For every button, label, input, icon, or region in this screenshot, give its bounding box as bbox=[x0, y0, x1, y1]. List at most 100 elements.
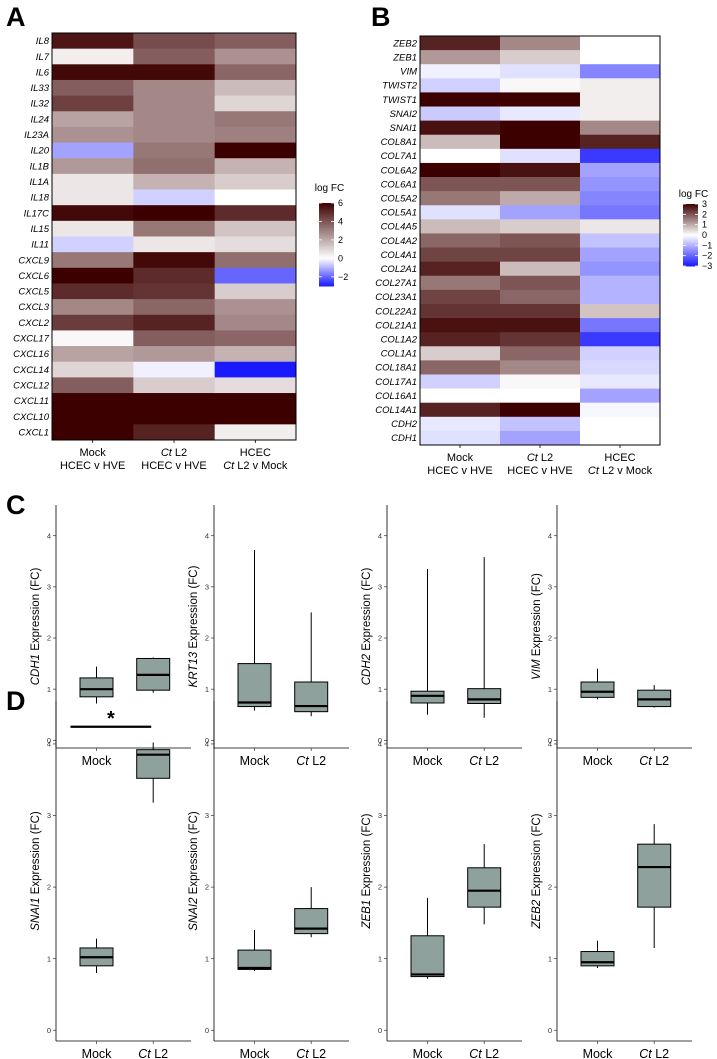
heatmap-cell bbox=[133, 95, 216, 112]
row-label: ZEB1 bbox=[392, 52, 417, 63]
heatmap-cell bbox=[52, 79, 134, 97]
heatmap-cell bbox=[133, 33, 216, 50]
column-label: Ct L2 v Mock bbox=[223, 460, 288, 472]
row-label: IL17C bbox=[24, 208, 49, 219]
heatmap-cell bbox=[500, 247, 581, 263]
row-label: CDH1 bbox=[391, 433, 417, 444]
y-tick-label: 3 bbox=[548, 811, 552, 820]
heatmap-cell bbox=[580, 388, 661, 404]
box bbox=[237, 663, 272, 708]
heatmap-cell bbox=[420, 416, 501, 432]
legend-gradient-step bbox=[683, 239, 698, 241]
legend-gradient-step bbox=[683, 224, 698, 227]
legend-gradient-step bbox=[683, 247, 698, 249]
heatmap-cell bbox=[500, 36, 581, 51]
y-tick-label: 1 bbox=[378, 685, 382, 694]
legend-gradient-step bbox=[319, 214, 334, 216]
x-tick-label: Mock bbox=[82, 1047, 113, 1059]
legend-gradient-step bbox=[319, 272, 334, 275]
y-tick-label: 4 bbox=[47, 531, 51, 540]
heatmap-cell bbox=[420, 247, 501, 263]
heatmap-cell bbox=[52, 299, 134, 316]
heatmap-cell bbox=[214, 236, 297, 253]
heatmap-cell bbox=[420, 360, 501, 375]
legend-gradient-step bbox=[319, 252, 334, 255]
y-tick-label: 0 bbox=[47, 736, 51, 745]
row-label: COL4A1 bbox=[381, 250, 417, 261]
heatmap-cell bbox=[52, 220, 134, 237]
x-tick-label: Ct L2 bbox=[469, 754, 499, 768]
heatmap-cell bbox=[214, 377, 297, 394]
row-label: CDH2 bbox=[391, 419, 418, 430]
legend-tick-label: 0 bbox=[338, 253, 343, 263]
row-label: CXCL2 bbox=[18, 318, 49, 329]
x-tick-label: Ct L2 bbox=[639, 1047, 669, 1059]
heatmap-b: ZEB2 ZEB1 VIM TWIST2 TWIST1 SNAI2 SNAI1 COL8A1 C… bbox=[375, 35, 712, 477]
heatmap-cell bbox=[580, 177, 661, 192]
legend-gradient-step bbox=[683, 255, 698, 258]
row-label: IL20 bbox=[31, 146, 50, 157]
heatmap-cell bbox=[52, 408, 134, 425]
legend-gradient-step bbox=[683, 262, 698, 265]
row-label: CXCL12 bbox=[13, 381, 50, 392]
row-label: COL23A1 bbox=[375, 292, 417, 303]
row-label: COL5A1 bbox=[381, 208, 417, 219]
heatmap-cell bbox=[214, 330, 297, 347]
heatmap-cell bbox=[580, 416, 661, 432]
row-label: TWIST2 bbox=[382, 81, 418, 92]
heatmap-cell bbox=[52, 48, 134, 65]
y-tick-label: 1 bbox=[47, 685, 51, 694]
legend-gradient-step bbox=[319, 279, 334, 281]
y-tick-label: 3 bbox=[47, 811, 51, 820]
legend-gradient-step bbox=[319, 225, 334, 228]
legend-gradient-step bbox=[319, 215, 334, 218]
heatmap-cell bbox=[52, 361, 134, 378]
heatmap-cell bbox=[52, 111, 134, 128]
row-label: IL23A bbox=[24, 130, 49, 141]
heatmap-cell bbox=[420, 36, 501, 51]
legend-gradient-step bbox=[683, 217, 698, 219]
legend-gradient-step bbox=[683, 213, 698, 215]
legend-gradient-step bbox=[683, 215, 698, 217]
legend-gradient-step bbox=[683, 232, 698, 235]
legend-gradient-step bbox=[683, 211, 698, 213]
boxplot-krt13: 0 1 2 3 4 KRT13 Expression (FC) Mock Ct L2 bbox=[188, 505, 349, 768]
heatmap-cell bbox=[214, 205, 297, 222]
legend-gradient-step bbox=[683, 249, 698, 251]
legend-gradient-step bbox=[683, 218, 698, 220]
heatmap-cell bbox=[500, 303, 581, 319]
heatmap-cell bbox=[500, 134, 581, 150]
box bbox=[79, 677, 114, 698]
heatmap-cell bbox=[214, 173, 297, 190]
row-label: CXCL6 bbox=[18, 271, 49, 282]
legend-gradient-step bbox=[319, 223, 334, 226]
heatmap-cell bbox=[133, 314, 216, 331]
heatmap-cell bbox=[133, 64, 216, 81]
legend-gradient-step bbox=[683, 237, 698, 239]
legend-gradient-step bbox=[319, 237, 334, 240]
y-axis-label: CDH1 Expression (FC) bbox=[30, 568, 42, 686]
row-label: IL11 bbox=[31, 240, 49, 251]
legend-gradient-step bbox=[319, 227, 334, 230]
legend-gradient-step bbox=[683, 225, 698, 228]
column-label: Ct L2 bbox=[161, 447, 187, 459]
column-label: Mock bbox=[447, 452, 474, 464]
heatmap-cell bbox=[580, 289, 661, 305]
heatmap-cell bbox=[420, 332, 501, 347]
heatmap-cell bbox=[133, 79, 216, 97]
heatmap-cell bbox=[580, 374, 661, 389]
row-label: IL32 bbox=[31, 99, 50, 110]
y-axis-label: ZEB1 Expression (FC) bbox=[361, 813, 373, 929]
y-tick-label: 2 bbox=[548, 634, 552, 643]
legend-gradient-step bbox=[683, 227, 698, 230]
heatmap-cell bbox=[420, 191, 501, 206]
legend-gradient-step bbox=[319, 218, 334, 221]
legend-gradient-step bbox=[683, 208, 698, 210]
y-tick-label: 0 bbox=[378, 1026, 382, 1035]
heatmap-cell bbox=[52, 142, 134, 159]
legend-gradient-step bbox=[319, 212, 334, 215]
y-tick-label: 3 bbox=[378, 582, 382, 591]
row-label: COL1A1 bbox=[381, 349, 417, 360]
heatmap-cell bbox=[420, 205, 501, 220]
